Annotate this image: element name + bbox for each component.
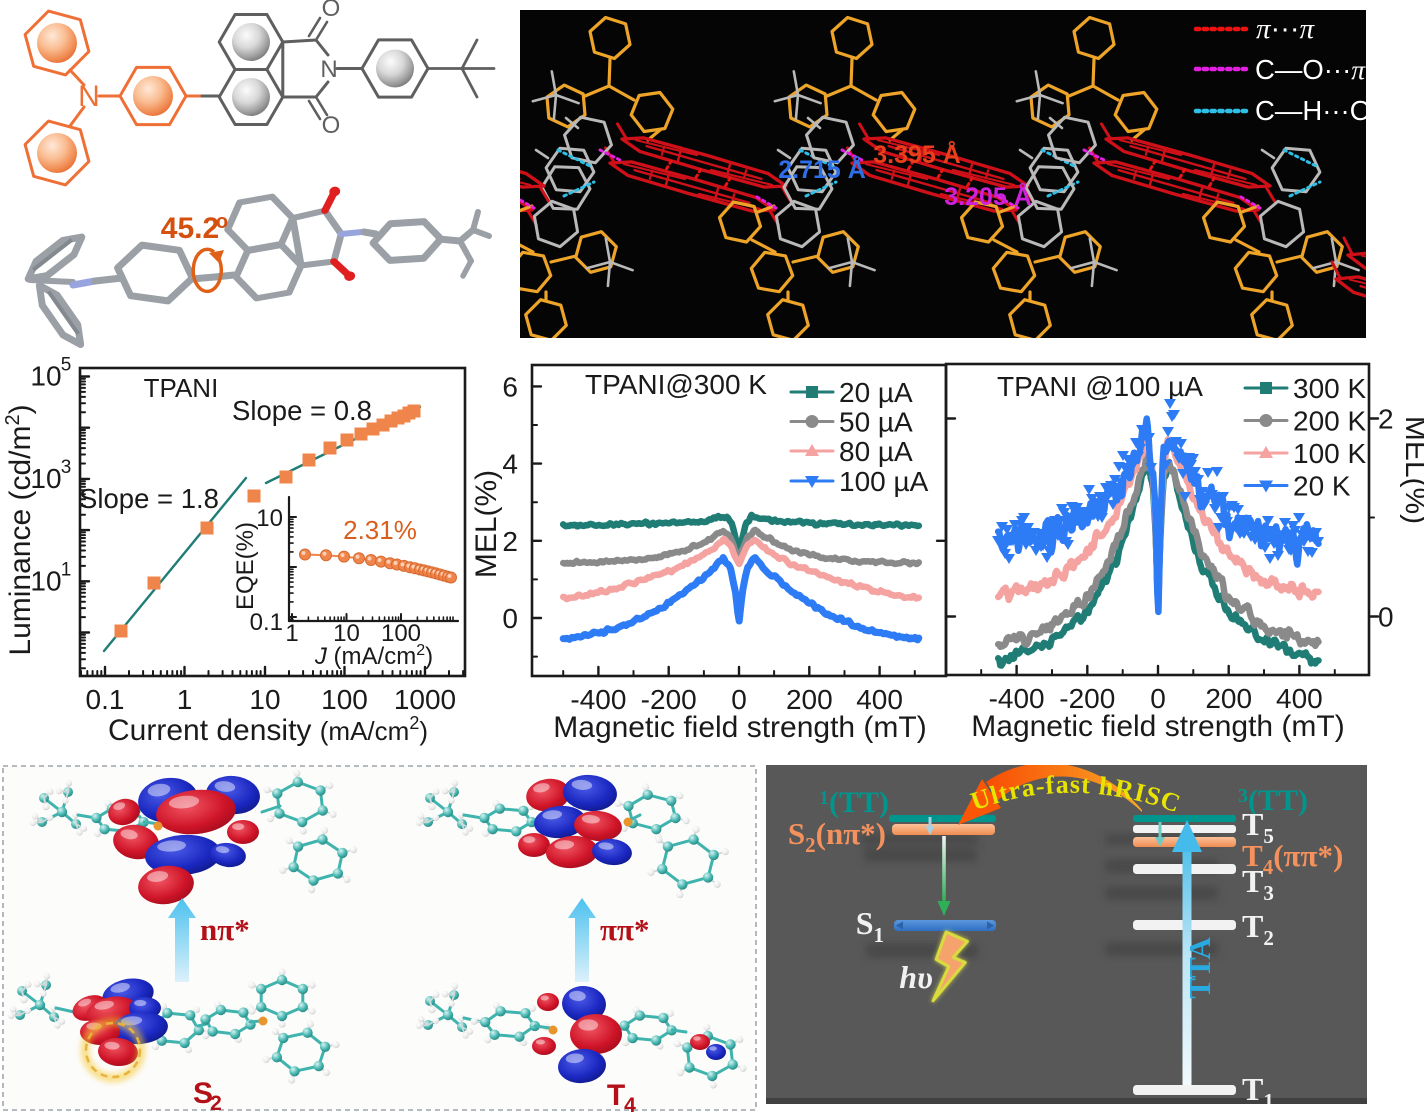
svg-text:1000: 1000 — [394, 684, 456, 715]
svg-text:0: 0 — [502, 603, 518, 634]
svg-text:10: 10 — [256, 505, 283, 532]
svg-text:O: O — [322, 0, 341, 22]
svg-text:0.1: 0.1 — [86, 684, 125, 715]
svg-text:300 K: 300 K — [1293, 373, 1366, 404]
svg-text:O: O — [322, 112, 341, 139]
svg-text:Current density (mA/cm2): Current density (mA/cm2) — [108, 713, 428, 747]
svg-text:2.715 Å: 2.715 Å — [778, 155, 866, 184]
svg-text:10: 10 — [333, 620, 360, 647]
svg-text:1: 1 — [61, 559, 72, 580]
svg-text:4: 4 — [624, 1094, 636, 1115]
svg-text:0: 0 — [731, 684, 747, 715]
svg-text:100 K: 100 K — [1293, 438, 1366, 469]
svg-text:20 µA: 20 µA — [839, 377, 913, 408]
svg-text:100: 100 — [381, 620, 421, 647]
svg-text:T: T — [607, 1079, 625, 1112]
svg-text:4: 4 — [502, 449, 518, 480]
svg-text:-400: -400 — [570, 684, 626, 715]
svg-text:Magnetic field strength (mT): Magnetic field strength (mT) — [553, 711, 926, 744]
svg-text:TPANI@300 K: TPANI@300 K — [585, 369, 767, 400]
svg-text:2.31%: 2.31% — [343, 515, 417, 545]
svg-text:2: 2 — [1378, 404, 1394, 435]
svg-text:-200: -200 — [1059, 683, 1115, 714]
svg-text:20 K: 20 K — [1293, 471, 1351, 502]
svg-text:TPANI: TPANI — [144, 373, 219, 403]
svg-text:T4(ππ*): T4(ππ*) — [1242, 838, 1343, 879]
svg-text:10: 10 — [30, 463, 61, 494]
svg-text:10: 10 — [249, 684, 280, 715]
svg-text:0: 0 — [1378, 602, 1394, 633]
svg-text:5: 5 — [61, 355, 72, 376]
svg-text:200: 200 — [786, 684, 833, 715]
svg-text:1(TT): 1(TT) — [819, 786, 889, 819]
svg-text:1: 1 — [285, 620, 298, 647]
svg-text:6: 6 — [502, 371, 518, 402]
svg-text:100: 100 — [321, 684, 368, 715]
svg-text:10: 10 — [30, 361, 61, 392]
svg-text:Slope = 1.8: Slope = 1.8 — [79, 483, 219, 514]
svg-text:MEL(%): MEL(%) — [470, 470, 503, 578]
svg-text:S2(nπ*): S2(nπ*) — [788, 816, 886, 857]
svg-text:400: 400 — [1276, 683, 1323, 714]
svg-text:3: 3 — [61, 457, 72, 478]
svg-text:o: o — [216, 211, 228, 233]
svg-text:0: 0 — [1150, 683, 1166, 714]
svg-text:MEL(%): MEL(%) — [1399, 416, 1424, 524]
svg-text:π···π: π···π — [1256, 13, 1316, 45]
svg-text:TPANI @100 µA: TPANI @100 µA — [997, 371, 1203, 402]
svg-text:45.2: 45.2 — [161, 212, 219, 245]
svg-text:nπ*: nπ* — [200, 912, 250, 947]
svg-text:80 µA: 80 µA — [839, 436, 913, 467]
svg-text:J (mA/cm2): J (mA/cm2) — [314, 642, 433, 670]
svg-text:N: N — [78, 80, 100, 113]
svg-text:C—O···π: C—O···π — [1255, 54, 1366, 85]
svg-text:50 µA: 50 µA — [839, 407, 913, 438]
svg-text:ππ*: ππ* — [600, 912, 649, 947]
svg-text:S: S — [193, 1077, 213, 1110]
svg-text:Magnetic field strength (mT): Magnetic field strength (mT) — [971, 710, 1344, 743]
svg-text:C—H···O: C—H···O — [1255, 95, 1371, 126]
svg-text:-400: -400 — [989, 683, 1045, 714]
svg-text:TTA: TTA — [1182, 937, 1217, 999]
svg-text:400: 400 — [856, 684, 903, 715]
svg-text:N: N — [320, 56, 337, 83]
svg-text:100 µA: 100 µA — [839, 466, 929, 497]
svg-text:2: 2 — [210, 1092, 222, 1115]
svg-text:3.395 Å: 3.395 Å — [873, 140, 961, 169]
svg-text:200: 200 — [1205, 683, 1252, 714]
svg-text:-200: -200 — [641, 684, 697, 715]
svg-text:3.205 Å: 3.205 Å — [944, 182, 1032, 211]
svg-text:EQE(%): EQE(%) — [232, 522, 259, 610]
svg-text:hυ: hυ — [899, 959, 932, 995]
svg-text:Slope = 0.8: Slope = 0.8 — [232, 395, 372, 426]
svg-text:200 K: 200 K — [1293, 406, 1366, 437]
svg-text:2: 2 — [502, 526, 518, 557]
svg-text:10: 10 — [30, 565, 61, 596]
svg-text:1: 1 — [177, 684, 193, 715]
svg-text:Luminance (cd/m2): Luminance (cd/m2) — [2, 404, 37, 655]
svg-text:0.1: 0.1 — [250, 609, 283, 636]
svg-text:3(TT): 3(TT) — [1238, 784, 1308, 817]
